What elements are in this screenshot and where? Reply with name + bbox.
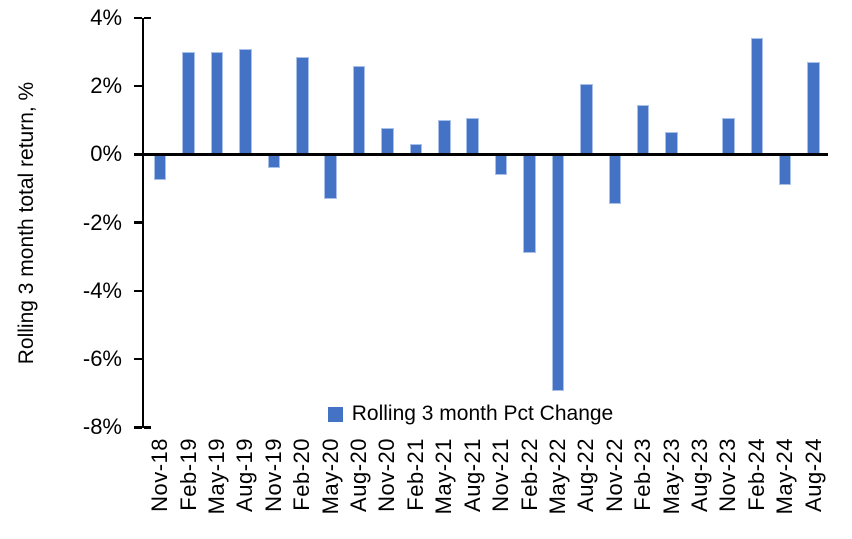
bar bbox=[182, 52, 195, 155]
x-tick-label: Feb-22 bbox=[516, 438, 542, 511]
bar bbox=[722, 117, 735, 155]
bar bbox=[807, 62, 820, 155]
x-tick-label: Feb-20 bbox=[289, 438, 315, 511]
y-tick-mark bbox=[134, 84, 142, 88]
zero-baseline bbox=[142, 153, 828, 156]
y-tick-mark bbox=[134, 221, 142, 224]
bar bbox=[267, 154, 281, 169]
bar bbox=[523, 154, 536, 254]
bar bbox=[665, 132, 678, 155]
bar bbox=[296, 57, 309, 155]
y-tick-mark bbox=[144, 16, 151, 20]
x-tick-label: Feb-21 bbox=[402, 438, 428, 511]
legend-marker-square-icon bbox=[327, 406, 343, 422]
y-axis-line bbox=[141, 18, 144, 428]
y-tick-mark bbox=[134, 289, 142, 293]
x-tick-label: Aug-24 bbox=[800, 438, 826, 512]
x-tick-label: May-24 bbox=[772, 438, 798, 515]
bar bbox=[466, 117, 479, 155]
x-tick-label: May-21 bbox=[431, 438, 457, 515]
x-tick-label: Feb-23 bbox=[630, 438, 656, 511]
bar bbox=[210, 52, 224, 155]
bar bbox=[153, 154, 167, 180]
y-tick-label: -2% bbox=[82, 209, 122, 235]
x-tick-label: Nov-22 bbox=[601, 438, 627, 512]
y-tick-label: -4% bbox=[82, 277, 122, 303]
bar bbox=[636, 104, 650, 155]
bar bbox=[608, 154, 621, 204]
x-tick-label: Aug-21 bbox=[459, 438, 485, 512]
bar bbox=[324, 154, 337, 199]
bar bbox=[381, 128, 394, 155]
y-tick-label: -6% bbox=[82, 346, 122, 372]
x-tick-label: Nov-18 bbox=[147, 438, 173, 512]
x-tick-label: Nov-21 bbox=[488, 438, 514, 512]
x-tick-label: Nov-19 bbox=[260, 438, 286, 512]
x-tick-label: Aug-19 bbox=[232, 438, 258, 512]
x-tick-label: Nov-20 bbox=[374, 438, 400, 512]
y-tick-label: 0% bbox=[90, 141, 122, 167]
y-tick-label: 4% bbox=[90, 5, 122, 30]
y-tick-mark bbox=[134, 357, 142, 361]
y-tick-mark bbox=[134, 153, 142, 156]
x-tick-label: Aug-23 bbox=[686, 438, 712, 512]
bar bbox=[580, 83, 593, 155]
x-tick-label: May-20 bbox=[317, 438, 343, 515]
y-tick-mark bbox=[134, 16, 142, 20]
bar bbox=[494, 154, 508, 175]
y-tick-label: 2% bbox=[90, 73, 122, 99]
y-tick-mark bbox=[134, 426, 142, 429]
x-tick-label: Nov-23 bbox=[715, 438, 741, 512]
bar bbox=[750, 38, 764, 155]
bar bbox=[438, 120, 451, 155]
bar bbox=[778, 154, 792, 186]
y-tick-mark bbox=[144, 426, 151, 429]
legend-label: Rolling 3 month Pct Change bbox=[351, 402, 614, 425]
x-tick-label: Feb-24 bbox=[743, 438, 769, 511]
y-tick-label: -8% bbox=[82, 414, 122, 440]
x-tick-label: May-19 bbox=[204, 438, 230, 515]
bar bbox=[551, 154, 565, 392]
x-tick-label: Aug-22 bbox=[573, 438, 599, 512]
legend: Rolling 3 month Pct Change bbox=[128, 400, 813, 428]
x-tick-label: May-22 bbox=[544, 438, 570, 515]
x-tick-label: Feb-19 bbox=[175, 438, 201, 511]
x-tick-label: Aug-20 bbox=[346, 438, 372, 512]
bar bbox=[239, 48, 252, 155]
bar bbox=[352, 65, 366, 155]
x-tick-label: May-23 bbox=[658, 438, 684, 515]
